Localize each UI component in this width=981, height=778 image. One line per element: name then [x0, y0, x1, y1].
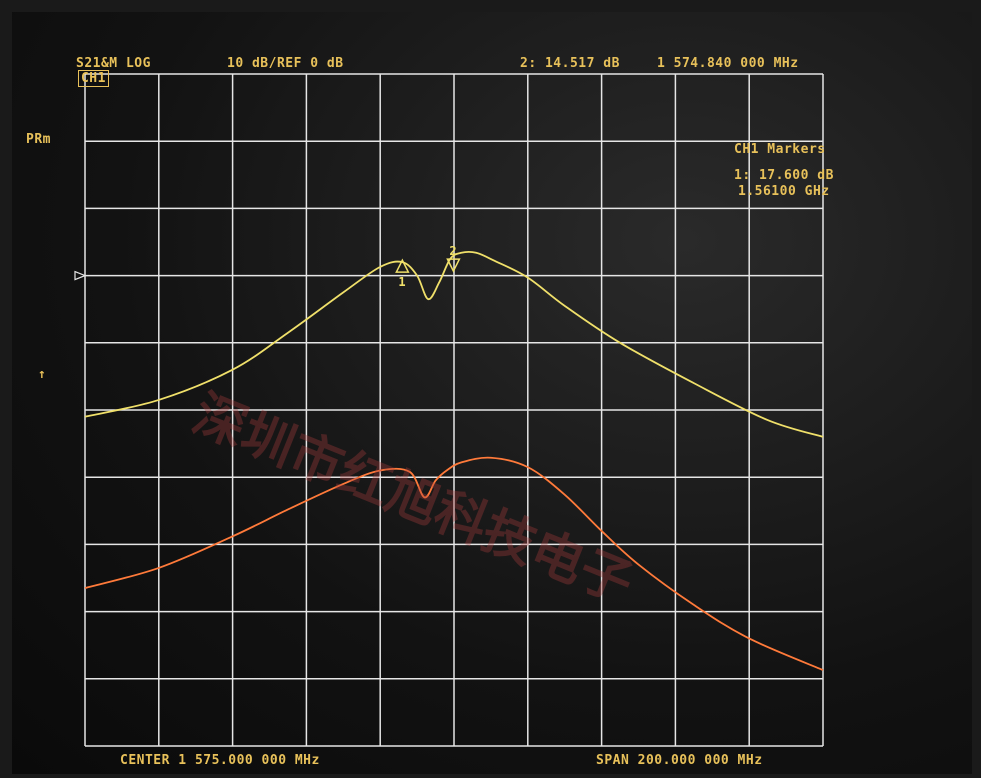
marker-1-value: 1: 17.600 dB — [734, 168, 834, 183]
trace-2 — [84, 456, 824, 671]
reference-level-icon — [74, 270, 87, 281]
channel-indicator[interactable]: CH1 — [28, 56, 109, 101]
trace-format: S21&M LOG — [76, 56, 151, 71]
trace-plot: 12 — [74, 73, 824, 747]
reference-arrow-icon: ↑ — [38, 367, 47, 382]
center-frequency: CENTER 1 575.000 000 MHz — [120, 753, 320, 768]
marker-2-label: 2 — [449, 244, 456, 258]
marker-1-frequency: 1.56100 GHz — [738, 184, 830, 199]
active-marker-frequency: 1 574.840 000 MHz — [657, 56, 799, 71]
scale-reference: 10 dB/REF 0 dB — [227, 56, 344, 71]
channel-label: CH1 — [77, 70, 109, 87]
frequency-span: SPAN 200.000 000 MHz — [596, 753, 763, 768]
marker-1-icon — [395, 258, 410, 273]
marker-1-label: 1 — [398, 275, 405, 289]
trace-1 — [84, 250, 824, 438]
marker-2-icon — [446, 258, 461, 273]
active-marker-value: 2: 14.517 dB — [520, 56, 620, 71]
marker-panel-title: CH1 Markers — [734, 142, 826, 157]
mode-indicator: PRm — [26, 132, 51, 147]
